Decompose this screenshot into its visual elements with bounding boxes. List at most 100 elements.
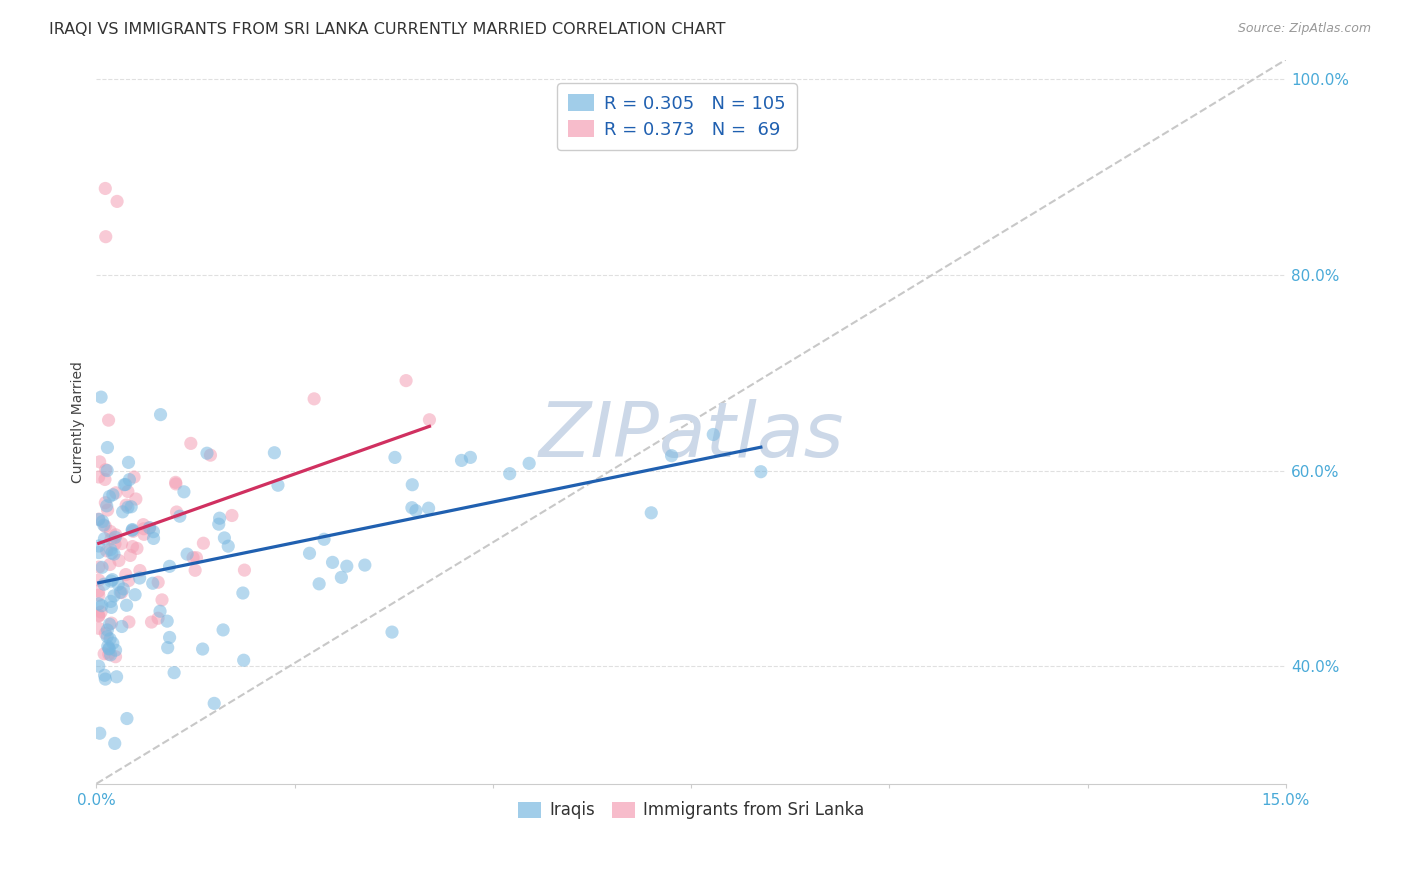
- Point: [336, 559, 359, 574]
- Point: [138, 521, 160, 535]
- Point: [115, 712, 138, 726]
- Point: [214, 531, 236, 545]
- Point: [98, 641, 121, 656]
- Point: [212, 623, 235, 637]
- Point: [100, 594, 122, 608]
- Point: [302, 392, 325, 406]
- Point: [122, 470, 145, 484]
- Point: [517, 456, 540, 470]
- Point: [87, 545, 110, 559]
- Point: [115, 498, 138, 512]
- Point: [87, 597, 110, 611]
- Point: [159, 559, 181, 574]
- Point: [112, 477, 135, 491]
- Point: [110, 536, 132, 550]
- Point: [176, 547, 198, 561]
- Point: [405, 503, 427, 517]
- Point: [202, 697, 225, 711]
- Point: [418, 501, 440, 516]
- Point: [87, 621, 110, 635]
- Point: [104, 643, 127, 657]
- Point: [267, 478, 290, 492]
- Point: [87, 512, 110, 526]
- Point: [128, 564, 150, 578]
- Point: [125, 491, 148, 506]
- Point: [100, 648, 122, 662]
- Point: [94, 181, 117, 195]
- Point: [233, 563, 256, 577]
- Point: [104, 485, 127, 500]
- Point: [94, 463, 117, 477]
- Point: [384, 450, 406, 465]
- Text: ZIPatlas: ZIPatlas: [538, 399, 844, 473]
- Legend: Iraqis, Immigrants from Sri Lanka: Iraqis, Immigrants from Sri Lanka: [510, 795, 872, 826]
- Y-axis label: Currently Married: Currently Married: [72, 360, 86, 483]
- Point: [217, 539, 239, 553]
- Point: [165, 476, 187, 491]
- Point: [232, 586, 254, 600]
- Point: [121, 523, 143, 537]
- Point: [94, 519, 117, 533]
- Point: [118, 473, 141, 487]
- Point: [115, 599, 138, 613]
- Point: [101, 573, 124, 587]
- Point: [195, 446, 218, 460]
- Point: [105, 194, 128, 209]
- Point: [381, 625, 404, 640]
- Point: [94, 472, 117, 486]
- Point: [110, 585, 132, 599]
- Point: [132, 527, 155, 541]
- Point: [156, 640, 179, 655]
- Point: [159, 631, 181, 645]
- Point: [103, 547, 125, 561]
- Point: [308, 577, 330, 591]
- Point: [87, 512, 110, 526]
- Point: [111, 619, 134, 633]
- Point: [93, 668, 115, 682]
- Point: [112, 582, 135, 596]
- Point: [148, 575, 170, 590]
- Point: [184, 563, 207, 577]
- Point: [263, 446, 285, 460]
- Point: [173, 484, 195, 499]
- Point: [100, 616, 122, 631]
- Point: [166, 505, 188, 519]
- Point: [100, 600, 122, 615]
- Point: [100, 542, 122, 557]
- Point: [640, 506, 662, 520]
- Point: [117, 484, 139, 499]
- Point: [418, 413, 440, 427]
- Text: IRAQI VS IMMIGRANTS FROM SRI LANKA CURRENTLY MARRIED CORRELATION CHART: IRAQI VS IMMIGRANTS FROM SRI LANKA CURRE…: [49, 22, 725, 37]
- Point: [181, 550, 204, 565]
- Point: [460, 450, 482, 465]
- Point: [100, 574, 122, 588]
- Point: [330, 570, 353, 584]
- Point: [87, 560, 110, 574]
- Point: [97, 648, 120, 662]
- Point: [138, 521, 160, 535]
- Point: [104, 530, 127, 544]
- Point: [87, 539, 110, 553]
- Point: [93, 577, 115, 591]
- Point: [132, 522, 155, 536]
- Text: Source: ZipAtlas.com: Source: ZipAtlas.com: [1237, 22, 1371, 36]
- Point: [749, 465, 772, 479]
- Point: [499, 467, 522, 481]
- Point: [87, 584, 110, 599]
- Point: [163, 665, 186, 680]
- Point: [118, 615, 141, 629]
- Point: [110, 585, 132, 599]
- Point: [322, 555, 344, 569]
- Point: [191, 642, 214, 657]
- Point: [193, 536, 215, 550]
- Point: [89, 726, 111, 740]
- Point: [142, 532, 165, 546]
- Point: [94, 626, 117, 640]
- Point: [232, 653, 254, 667]
- Point: [111, 505, 134, 519]
- Point: [94, 672, 117, 686]
- Point: [98, 642, 121, 657]
- Point: [142, 524, 165, 539]
- Point: [97, 639, 120, 653]
- Point: [121, 540, 143, 554]
